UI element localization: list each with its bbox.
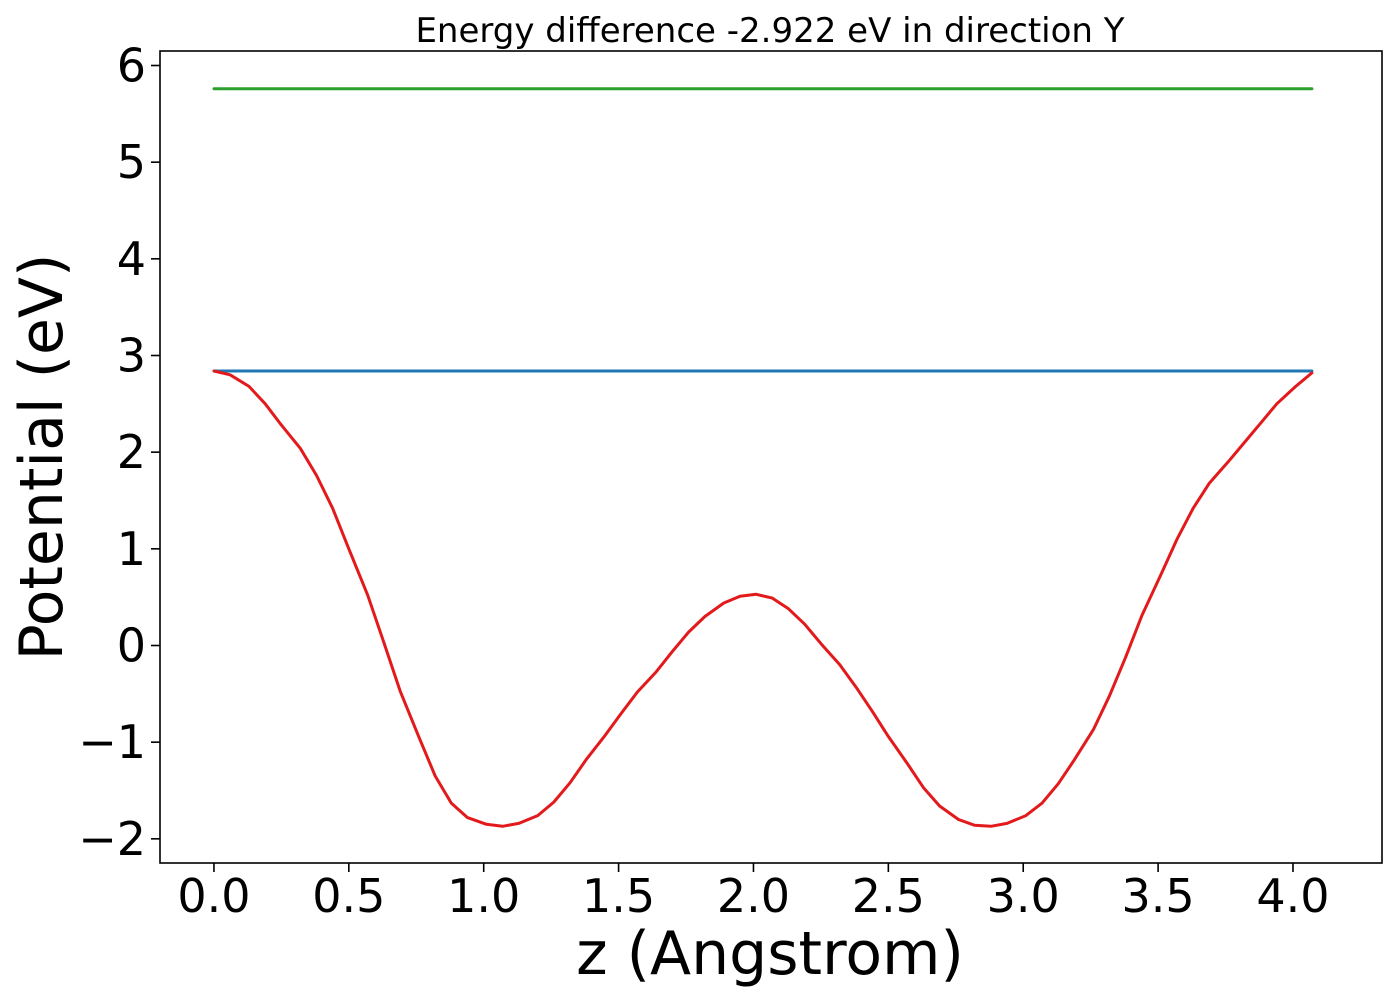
plot-frame — [159, 50, 1383, 864]
x-tick-label: 1.0 — [447, 869, 520, 923]
red-potential-line — [212, 369, 1314, 828]
x-tick-label: 4.0 — [1256, 869, 1329, 923]
y-axis-label: Potential (eV) — [7, 254, 77, 661]
x-tick-label: 0.0 — [177, 869, 250, 923]
y-tick-label: −2 — [78, 812, 146, 866]
plot-area — [212, 87, 1314, 828]
y-tick-label: 1 — [117, 522, 146, 576]
y-tick-label: 4 — [117, 232, 146, 286]
y-tick-label: −1 — [78, 715, 146, 769]
x-tick-label: 3.5 — [1122, 869, 1195, 923]
y-tick-label: 5 — [117, 135, 146, 189]
y-axis: −2 −1 0 1 2 3 4 5 6 — [78, 39, 160, 866]
y-tick-label: 0 — [117, 619, 146, 673]
x-tick-label: 3.0 — [987, 869, 1060, 923]
x-tick-label: 0.5 — [312, 869, 385, 923]
x-tick-label: 2.0 — [717, 869, 790, 923]
x-tick-label: 2.5 — [852, 869, 925, 923]
y-tick-label: 3 — [117, 329, 146, 383]
x-axis: 0.0 0.5 1.0 1.5 2.0 2.5 3.0 3.5 4.0 — [177, 863, 1330, 923]
x-tick-label: 1.5 — [582, 869, 655, 923]
y-tick-label: 2 — [117, 425, 146, 479]
chart-title: Energy difference -2.922 eV in direction… — [415, 11, 1124, 51]
x-axis-label: z (Angstrom) — [576, 919, 964, 989]
y-tick-label: 6 — [117, 39, 146, 93]
